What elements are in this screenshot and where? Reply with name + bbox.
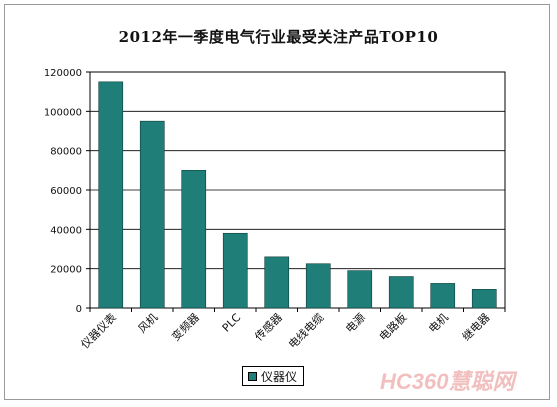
bar: [347, 270, 373, 309]
y-tick-label: 100000: [44, 107, 82, 118]
x-tick-label: 仪器仪表: [78, 310, 119, 351]
bar: [264, 256, 290, 309]
legend-label: 仪器仪: [261, 369, 298, 384]
y-tick-label: 0: [76, 304, 82, 315]
bar: [181, 170, 207, 309]
x-tick-label: 电机: [425, 310, 450, 335]
x-tick-label: 电路板: [376, 310, 409, 343]
bar: [139, 120, 165, 309]
x-tick-label: PLC: [220, 311, 244, 335]
bar: [388, 276, 414, 309]
x-tick-label: 电源: [342, 310, 367, 335]
y-tick-label: 60000: [50, 186, 82, 197]
watermark-logo: HC360慧聪网: [380, 364, 550, 394]
x-tick-label: 风机: [135, 310, 160, 335]
x-tick-label: 变频器: [169, 310, 202, 343]
chart-title: 2012年一季度电气行业最受关注产品TOP10: [118, 28, 439, 46]
watermark-text: HC360慧聪网: [380, 369, 515, 394]
x-tick-label: 继电器: [460, 311, 493, 344]
bar: [222, 232, 248, 309]
legend-swatch: [248, 371, 257, 381]
y-tick-label: 20000: [50, 265, 82, 276]
x-tick-label: 传感器: [252, 311, 285, 344]
legend: 仪器仪: [242, 366, 304, 386]
x-tick-label: 电线电缆: [285, 310, 326, 351]
y-tick-label: 80000: [50, 147, 82, 158]
bar: [430, 283, 456, 309]
bar: [471, 289, 497, 309]
bar: [305, 263, 331, 309]
bar: [98, 81, 124, 309]
y-tick-label: 120000: [44, 68, 82, 79]
y-tick-label: 40000: [50, 225, 82, 236]
